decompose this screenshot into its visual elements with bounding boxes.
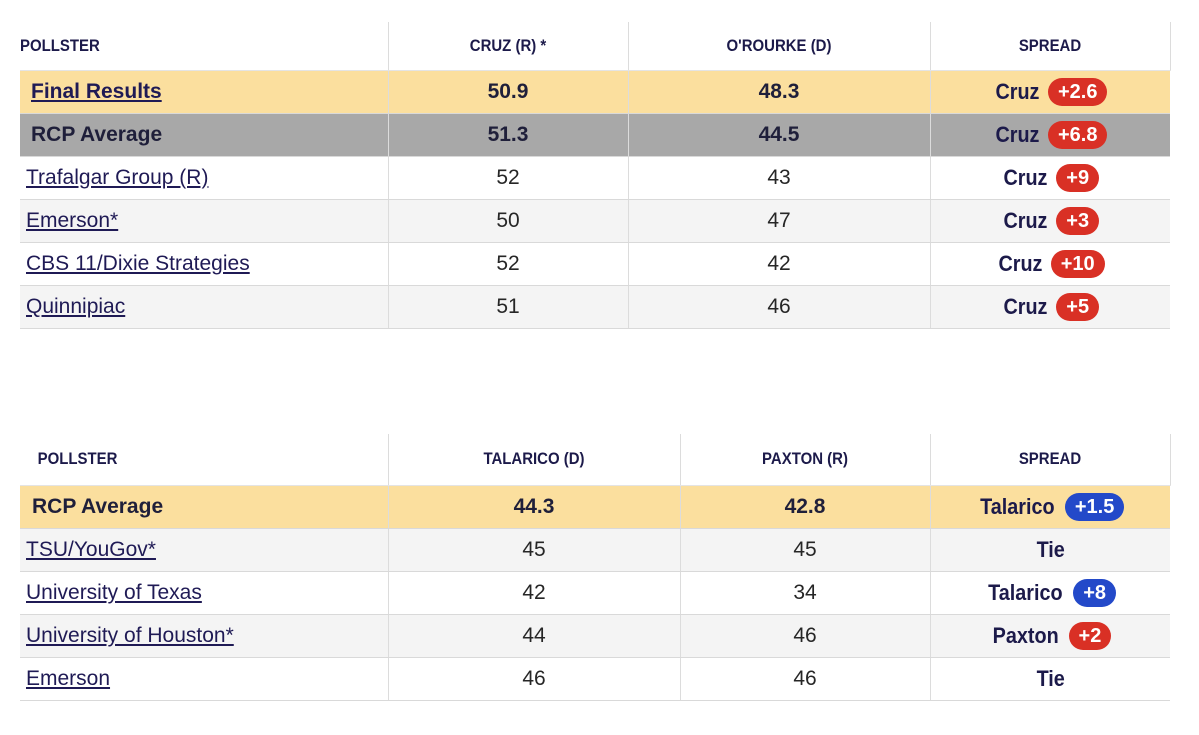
column-header-cruz[interactable]: CRUZ (R) * [402,22,615,71]
spread-leader: Talarico [988,579,1064,605]
pollster-link[interactable]: University of Texas [26,580,202,604]
table-row: TSU/YouGov* 45 45 Tie [20,528,1170,572]
talarico-value: 44 [388,614,681,658]
pollster-link[interactable]: Emerson* [26,208,119,232]
pollster-link[interactable]: TSU/YouGov* [26,537,156,561]
orourke-value: 42 [628,242,931,286]
spread-cell: Cruz +9 [930,156,1170,200]
cruz-value: 50.9 [388,70,629,114]
rcp-average-row: RCP Average 44.3 42.8 Talarico +1.5 [20,485,1170,529]
orourke-value: 48.3 [628,70,931,114]
table-row: Quinnipiac 51 46 Cruz +5 [20,285,1170,329]
spread-leader: Tie [1036,536,1065,562]
spread-cell: Paxton +2 [930,614,1170,658]
column-header-spread[interactable]: SPREAD [944,434,1157,486]
spread-leader: Cruz [995,121,1040,147]
rcp-average-label: RCP Average [32,494,164,518]
rcp-average-row: RCP Average 51.3 44.5 Cruz +6.8 [20,113,1170,157]
spread-leader: Cruz [1003,207,1048,233]
orourke-value: 43 [628,156,931,200]
spread-cell: Cruz +6.8 [930,113,1170,157]
paxton-value: 45 [680,528,931,572]
column-header-spread[interactable]: SPREAD [944,22,1157,71]
paxton-value: 34 [680,571,931,615]
spread-margin-badge: +2 [1068,621,1112,650]
paxton-value: 46 [680,614,931,658]
spread-leader: Talarico [980,493,1055,519]
spread-leader: Cruz [995,78,1040,104]
talarico-value: 44.3 [388,485,681,529]
spread-cell: Cruz +5 [930,285,1170,329]
pollster-link[interactable]: University of Houston* [26,623,234,647]
spread-leader: Paxton [992,622,1059,648]
orourke-value: 46 [628,285,931,329]
final-results-link[interactable]: Final Results [31,79,162,103]
paxton-value: 42.8 [680,485,931,529]
spread-margin-badge: +1.5 [1064,492,1125,521]
orourke-value: 44.5 [628,113,931,157]
pollster-link[interactable]: CBS 11/Dixie Strategies [26,251,250,275]
column-header-paxton[interactable]: PAXTON (R) [695,434,916,486]
column-header-pollster[interactable]: POLLSTER [20,22,345,71]
table-row: CBS 11/Dixie Strategies 52 42 Cruz +10 [20,242,1170,286]
talarico-value: 46 [388,657,681,701]
spread-cell: Talarico +8 [930,571,1170,615]
spread-margin-badge: +2.6 [1047,77,1108,106]
column-header-pollster[interactable]: POLLSTER [20,434,345,486]
table-row: Trafalgar Group (R) 52 43 Cruz +9 [20,156,1170,200]
pollster-link[interactable]: Quinnipiac [26,294,126,318]
spread-cell: Tie [930,657,1170,701]
talarico-value: 45 [388,528,681,572]
spread-margin-badge: +9 [1056,163,1100,192]
spread-leader: Cruz [1003,164,1048,190]
spread-leader: Tie [1036,665,1065,691]
paxton-value: 46 [680,657,931,701]
talarico-value: 42 [388,571,681,615]
spread-cell: Cruz +3 [930,199,1170,243]
cruz-value: 50 [388,199,629,243]
cruz-value: 52 [388,242,629,286]
spread-margin-badge: +6.8 [1047,120,1108,149]
column-header-talarico[interactable]: TALARICO (D) [405,434,663,486]
cruz-value: 52 [388,156,629,200]
pollster-link[interactable]: Trafalgar Group (R) [26,165,209,189]
table-row: University of Houston* 44 46 Paxton +2 [20,614,1170,658]
spread-margin-badge: +10 [1050,249,1105,278]
orourke-value: 47 [628,199,931,243]
table-row: Emerson* 50 47 Cruz +3 [20,199,1170,243]
column-header-orourke[interactable]: O'ROURKE (D) [646,22,913,71]
cruz-orourke-poll-table: POLLSTER CRUZ (R) * O'ROURKE (D) SPREAD … [20,22,1171,329]
spread-margin-badge: +8 [1073,578,1117,607]
table-row: University of Texas 42 34 Talarico +8 [20,571,1170,615]
spread-margin-badge: +3 [1056,206,1100,235]
spread-margin-badge: +5 [1056,292,1100,321]
spread-cell: Tie [930,528,1170,572]
table-row: Emerson 46 46 Tie [20,657,1170,701]
talarico-paxton-poll-table: POLLSTER TALARICO (D) PAXTON (R) SPREAD … [20,434,1171,701]
spread-cell: Cruz +2.6 [930,70,1170,114]
pollster-link[interactable]: Emerson [26,666,111,690]
cruz-value: 51.3 [388,113,629,157]
rcp-average-label: RCP Average [31,122,163,146]
spread-cell: Cruz +10 [930,242,1170,286]
final-results-row: Final Results 50.9 48.3 Cruz +2.6 [20,70,1170,114]
spread-leader: Cruz [1003,293,1048,319]
spread-leader: Cruz [998,250,1043,276]
cruz-value: 51 [388,285,629,329]
spread-cell: Talarico +1.5 [930,485,1170,529]
